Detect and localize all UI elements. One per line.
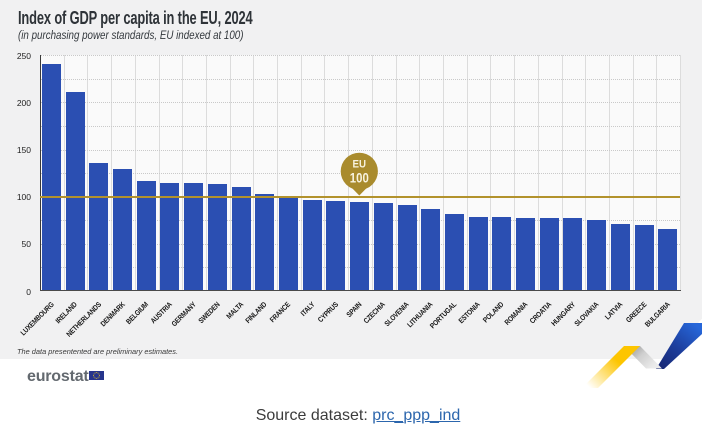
svg-text:100: 100 — [350, 170, 369, 186]
svg-text:EU: EU — [353, 159, 367, 171]
